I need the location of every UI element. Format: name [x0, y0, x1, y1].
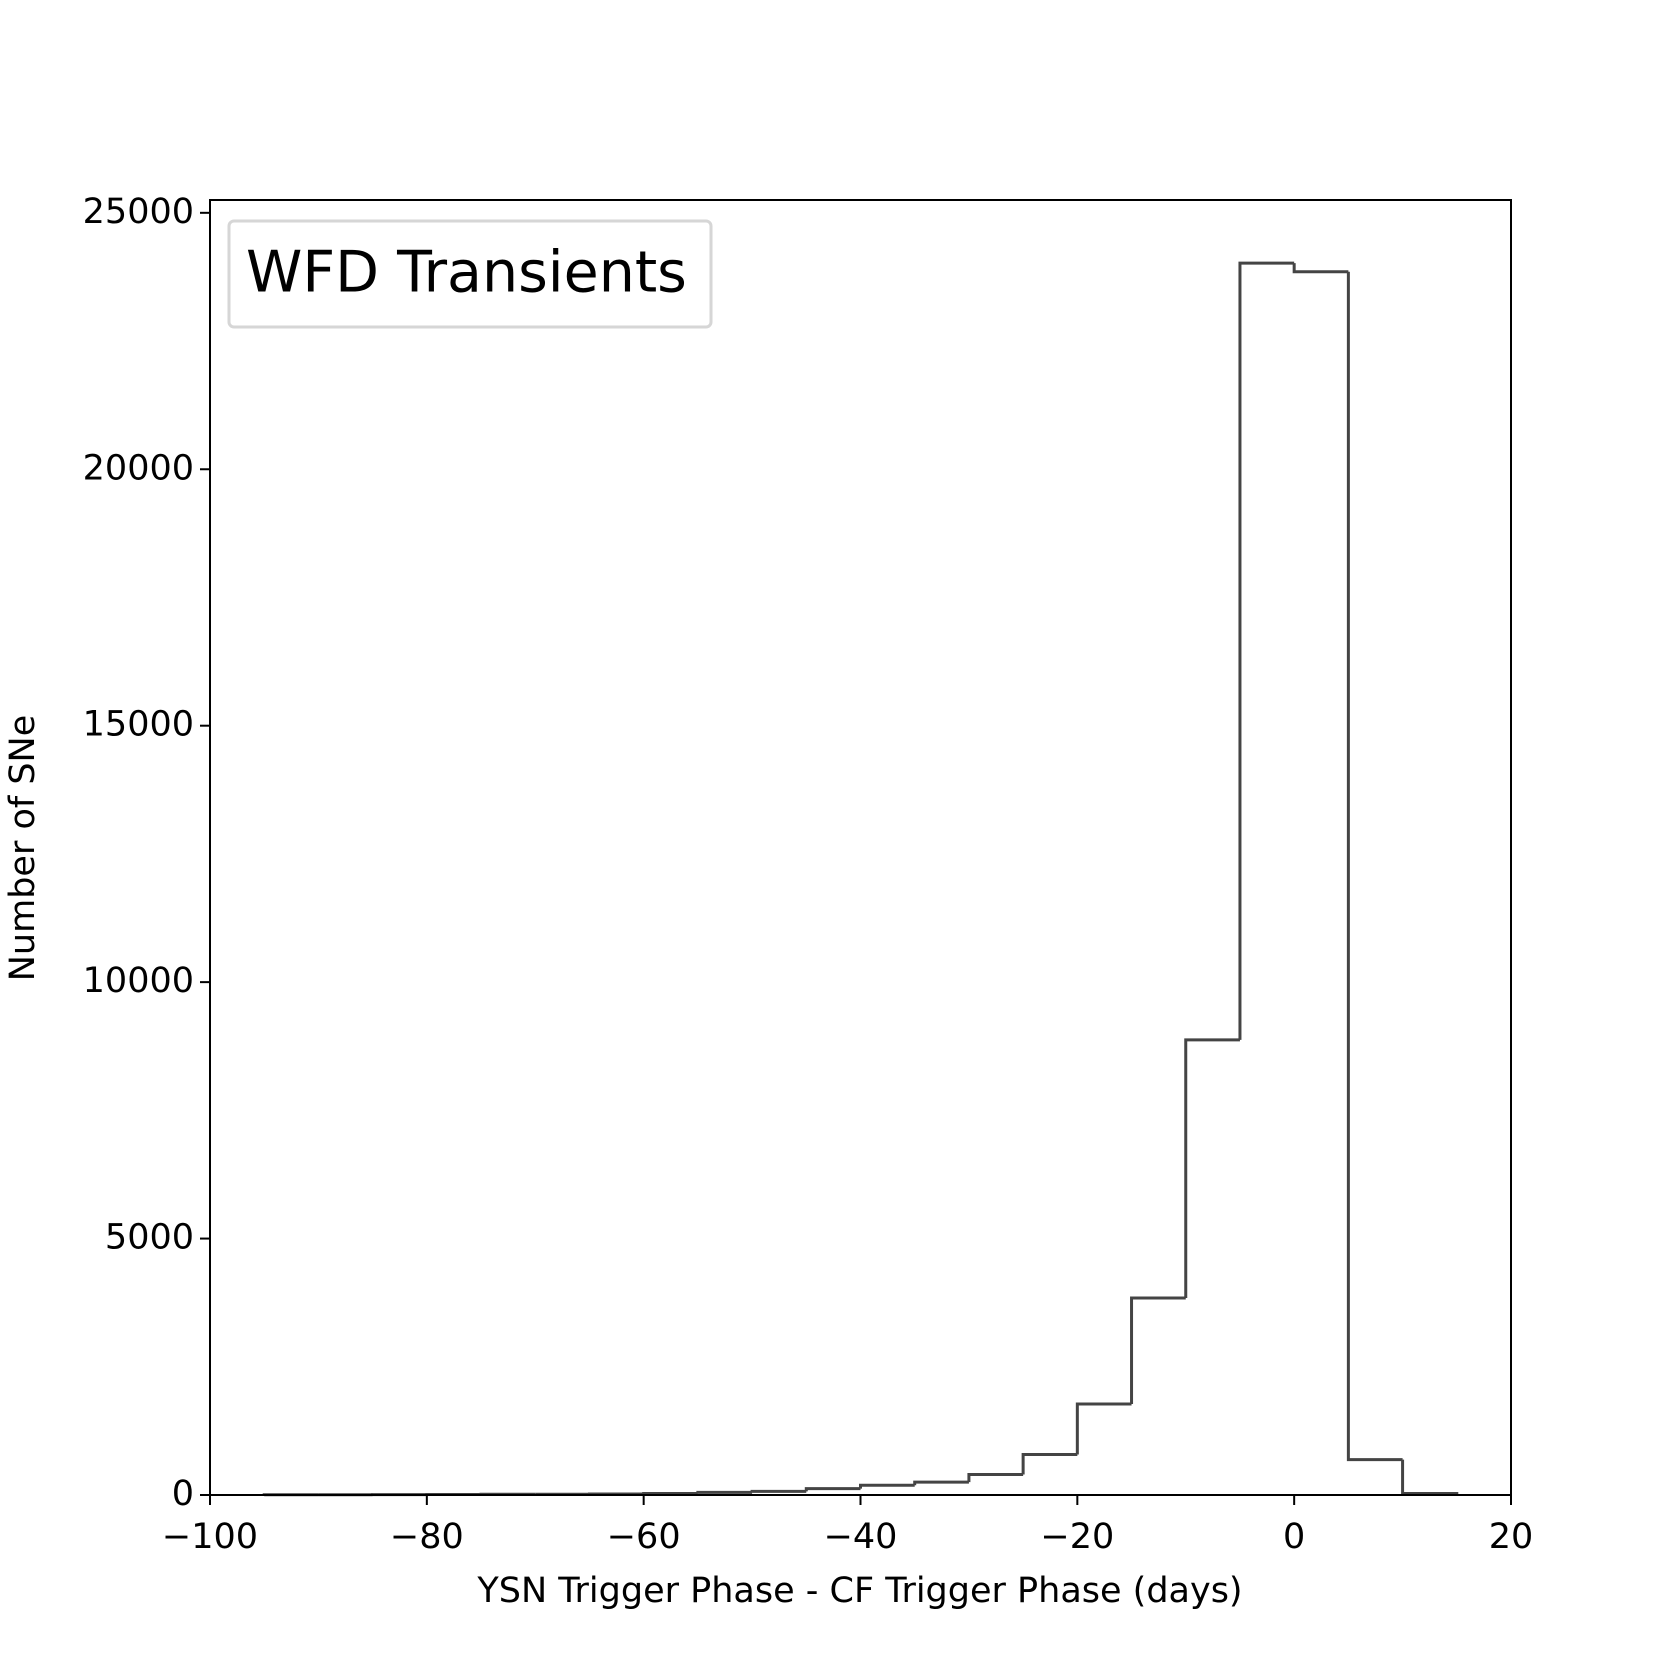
x-tick-label: −80: [390, 1517, 464, 1557]
histogram-bin: [804, 1487, 861, 1492]
histogram-bin: [1292, 263, 1349, 274]
histogram-bin: [859, 1483, 915, 1489]
histogram-bin: [913, 1480, 969, 1486]
y-tick-label: 5000: [105, 1218, 194, 1258]
legend-title: WFD Transients: [246, 240, 687, 306]
histogram-bin: [1184, 1038, 1240, 1299]
y-tick-label: 25000: [83, 192, 194, 232]
histogram-bin: [1075, 1402, 1132, 1455]
y-tick-label: 0: [172, 1474, 194, 1514]
x-tick-label: −20: [1040, 1517, 1114, 1557]
y-axis-label: Number of SNe: [3, 715, 43, 982]
x-tick-label: −60: [607, 1517, 681, 1557]
histogram-bin: [642, 1491, 698, 1495]
histogram-bin: [1021, 1452, 1078, 1475]
y-tick-label: 15000: [83, 705, 194, 745]
histogram-bin: [750, 1489, 807, 1493]
x-axis-label: YSN Trigger Phase - CF Trigger Phase (da…: [476, 1571, 1242, 1611]
histogram-bin: [1346, 271, 1403, 1462]
histogram-bin: [1238, 261, 1295, 1040]
y-tick-label: 20000: [83, 448, 194, 488]
x-tick-label: −40: [824, 1517, 898, 1557]
histogram-bin: [1130, 1296, 1186, 1404]
plot-frame: [209, 199, 1512, 1496]
histogram-bin: [967, 1472, 1024, 1483]
legend-box: [227, 219, 713, 329]
x-tick-label: −100: [162, 1517, 258, 1557]
x-tick-label: 20: [1489, 1517, 1534, 1557]
y-tick-label: 10000: [83, 961, 194, 1001]
x-tick-label: 0: [1283, 1517, 1305, 1557]
histogram-bin: [696, 1490, 753, 1494]
